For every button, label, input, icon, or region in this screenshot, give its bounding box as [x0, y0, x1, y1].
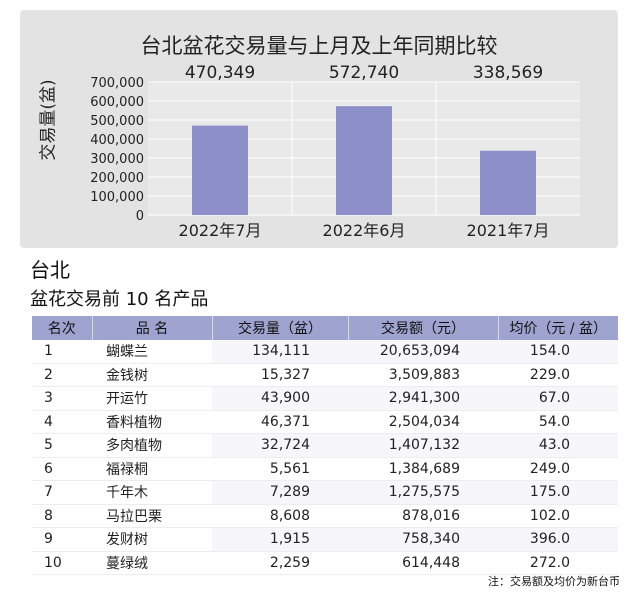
chart-title: 台北盆花交易量与上月及上年同期比较	[140, 34, 498, 58]
rank-cell: 1	[32, 340, 92, 364]
header-volume: 交易量（盆）	[212, 316, 349, 340]
header-price: 均价（元 / 盆）	[498, 316, 618, 340]
volume-cell: 15,327	[212, 363, 348, 387]
table-row: 5 多肉植物 32,724 1,407,132 43.0	[32, 433, 618, 458]
rank-cell: 4	[32, 410, 92, 434]
x-tick-label: 2021年7月	[467, 221, 550, 240]
y-tick-label: 100,000	[90, 190, 144, 205]
name-cell: 金钱树	[92, 363, 212, 387]
volume-cell: 32,724	[212, 433, 348, 458]
data-label: 572,740	[329, 63, 399, 83]
volume-cell: 43,900	[212, 386, 348, 411]
rank-cell: 3	[32, 386, 92, 411]
amount-cell: 3,509,883	[348, 363, 498, 387]
amount-cell: 614,448	[348, 551, 498, 575]
y-tick-label: 700,000	[90, 76, 144, 91]
amount-cell: 1,407,132	[348, 433, 498, 458]
rank-cell: 8	[32, 504, 92, 528]
table-row: 10 蔓绿绒 2,259 614,448 272.0	[32, 551, 618, 575]
table-row: 9 发财树 1,915 758,340 396.0	[32, 527, 618, 552]
footnote: 注：交易额及均价为新台币	[488, 575, 620, 588]
price-cell: 102.0	[498, 504, 618, 528]
x-tick-label: 2022年7月	[179, 221, 262, 240]
volume-cell: 8,608	[212, 504, 348, 528]
price-cell: 67.0	[498, 386, 618, 411]
rank-cell: 2	[32, 363, 92, 387]
table-row: 2 金钱树 15,327 3,509,883 229.0	[32, 363, 618, 387]
volume-cell: 7,289	[212, 480, 348, 505]
header-rank: 名次	[32, 316, 93, 340]
amount-cell: 2,941,300	[348, 386, 498, 411]
amount-cell: 1,384,689	[348, 457, 498, 481]
rank-cell: 7	[32, 480, 92, 505]
header-amount: 交易额（元）	[348, 316, 499, 340]
volume-cell: 134,111	[212, 340, 348, 364]
name-cell: 香料植物	[92, 410, 212, 434]
table-row: 8 马拉巴栗 8,608 878,016 102.0	[32, 504, 618, 528]
bar	[192, 125, 248, 215]
volume-cell: 5,561	[212, 457, 348, 481]
price-cell: 229.0	[498, 363, 618, 387]
bar	[480, 150, 536, 215]
header-name: 品 名	[92, 316, 213, 340]
rank-cell: 10	[32, 551, 92, 575]
price-cell: 396.0	[498, 527, 618, 552]
name-cell: 蝴蝶兰	[92, 340, 212, 364]
name-cell: 发财树	[92, 527, 212, 552]
amount-cell: 20,653,094	[348, 340, 498, 364]
price-cell: 43.0	[498, 433, 618, 458]
rank-cell: 6	[32, 457, 92, 481]
chart-panel: 台北盆花交易量与上月及上年同期比较 交易量(盆) 0 100,000 200,000…	[20, 10, 618, 248]
price-cell: 54.0	[498, 410, 618, 434]
price-cell: 175.0	[498, 480, 618, 505]
table-row: 6 福禄桐 5,561 1,384,689 249.0	[32, 457, 618, 481]
volume-cell: 2,259	[212, 551, 348, 575]
name-cell: 千年木	[92, 480, 212, 505]
y-tick-label: 600,000	[90, 95, 144, 110]
volume-cell: 1,915	[212, 527, 348, 552]
price-cell: 154.0	[498, 340, 618, 364]
y-tick-label: 500,000	[90, 114, 144, 129]
bar	[336, 106, 392, 215]
name-cell: 开运竹	[92, 386, 212, 411]
name-cell: 蔓绿绒	[92, 551, 212, 575]
rank-cell: 5	[32, 433, 92, 458]
price-cell: 249.0	[498, 457, 618, 481]
data-label: 338,569	[473, 63, 543, 83]
amount-cell: 758,340	[348, 527, 498, 552]
table-row: 7 千年木 7,289 1,275,575 175.0	[32, 480, 618, 505]
section-subtitle: 盆花交易前 10 名产品	[30, 289, 209, 310]
y-tick-label: 200,000	[90, 171, 144, 186]
amount-cell: 1,275,575	[348, 480, 498, 505]
amount-cell: 2,504,034	[348, 410, 498, 434]
top10-table: 名次 品 名 交易量（盆） 交易额（元） 均价（元 / 盆） 1 蝴蝶兰 134,1…	[32, 316, 618, 575]
rank-cell: 9	[32, 527, 92, 552]
volume-cell: 46,371	[212, 410, 348, 434]
table-row: 4 香料植物 46,371 2,504,034 54.0	[32, 410, 618, 434]
y-tick-label: 0	[136, 209, 144, 224]
y-tick-label: 300,000	[90, 152, 144, 167]
x-tick-label: 2022年6月	[323, 221, 406, 240]
section-title: 台北	[30, 258, 70, 282]
amount-cell: 878,016	[348, 504, 498, 528]
y-tick-label: 400,000	[90, 133, 144, 148]
table-row: 1 蝴蝶兰 134,111 20,653,094 154.0	[32, 340, 618, 364]
price-cell: 272.0	[498, 551, 618, 575]
name-cell: 多肉植物	[92, 433, 212, 458]
table-header-row: 名次 品 名 交易量（盆） 交易额（元） 均价（元 / 盆）	[32, 316, 618, 340]
name-cell: 福禄桐	[92, 457, 212, 481]
bar-chart: 0 100,000 200,000 300,000 400,000 500,000 600,…	[90, 63, 580, 240]
data-label: 470,349	[185, 63, 255, 83]
table-row: 3 开运竹 43,900 2,941,300 67.0	[32, 386, 618, 411]
name-cell: 马拉巴栗	[92, 504, 212, 528]
